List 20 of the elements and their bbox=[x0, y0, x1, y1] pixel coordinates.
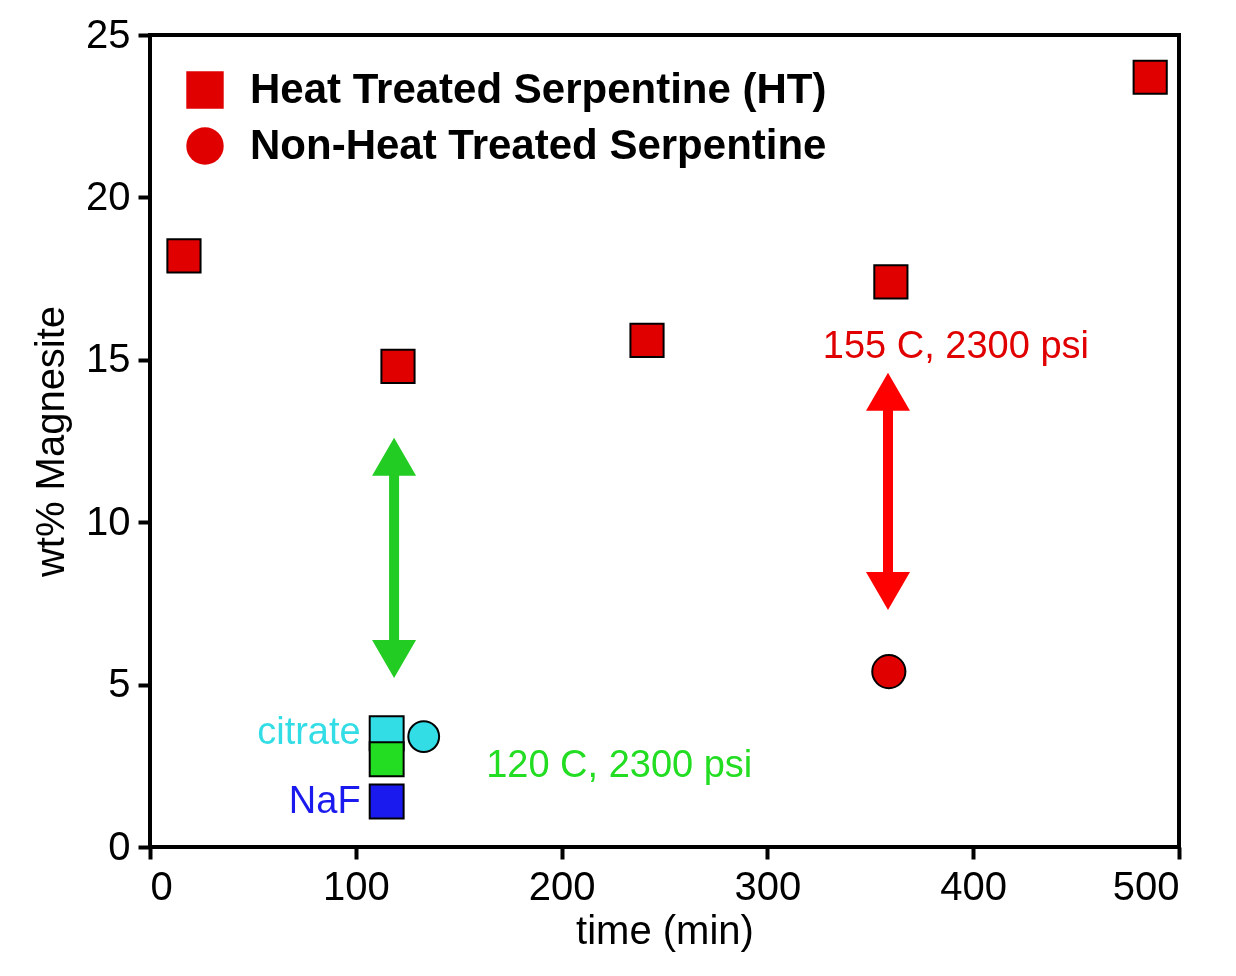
legend-label: Non-Heat Treated Serpentine bbox=[250, 121, 827, 168]
y-tick-label: 25 bbox=[86, 11, 131, 56]
x-tick-label: 500 bbox=[1112, 863, 1180, 908]
annotation: 120 C, 2300 psi bbox=[486, 742, 753, 785]
x-tick-label: 100 bbox=[322, 863, 390, 908]
x-tick-label: 200 bbox=[528, 863, 596, 908]
x-axis-title: time (min) bbox=[576, 907, 754, 952]
y-tick-label: 10 bbox=[86, 498, 131, 543]
x-tick-label: 0 bbox=[150, 863, 173, 908]
y-tick-label: 20 bbox=[86, 173, 131, 218]
y-tick-label: 5 bbox=[108, 661, 131, 706]
x-tick-label: 400 bbox=[940, 863, 1008, 908]
series-label: NaF bbox=[288, 778, 361, 821]
legend-label: Heat Treated Serpentine (HT) bbox=[250, 65, 827, 112]
y-axis-title: wt% Magnesite bbox=[28, 305, 73, 579]
annotation: 155 C, 2300 psi bbox=[822, 323, 1090, 366]
x-tick-label: 300 bbox=[734, 863, 802, 908]
series-label: citrate bbox=[257, 710, 361, 753]
y-tick-label: 15 bbox=[86, 336, 131, 381]
y-tick-label: 0 bbox=[108, 823, 131, 868]
